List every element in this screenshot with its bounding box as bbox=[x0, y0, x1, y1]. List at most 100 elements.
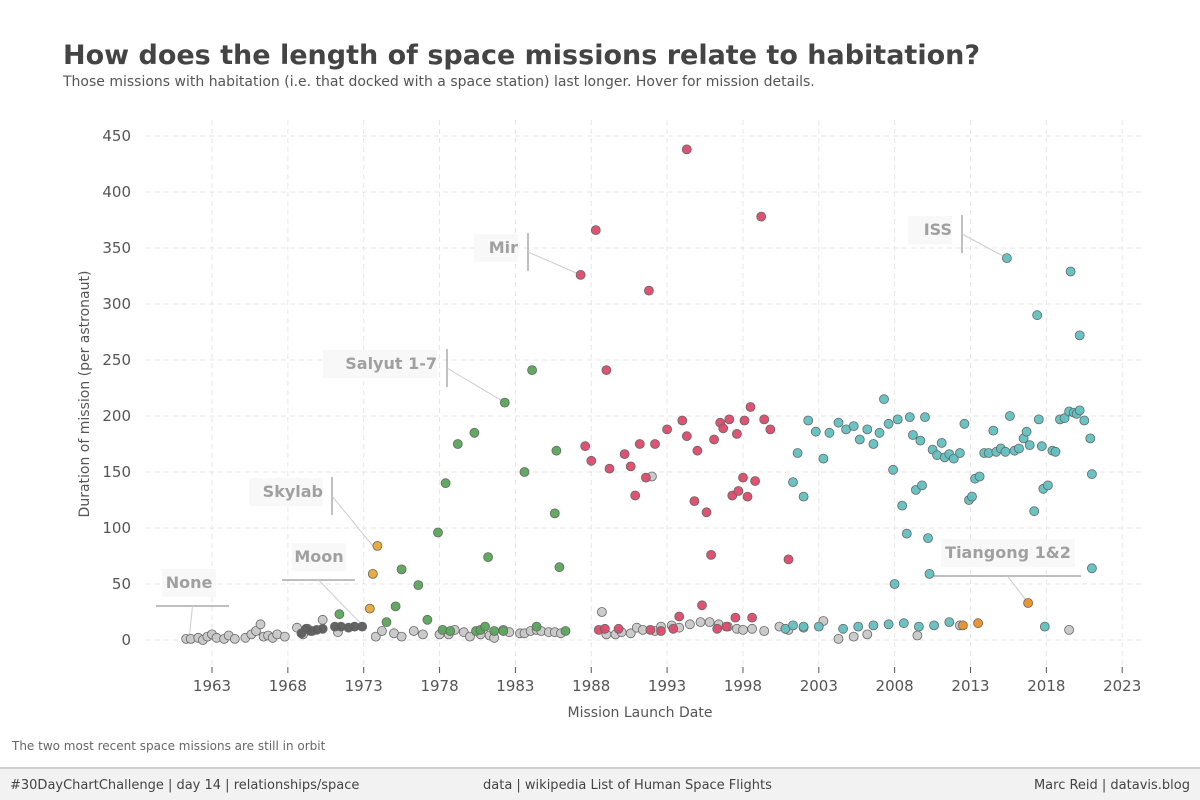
data-point bbox=[1043, 480, 1053, 491]
data-point bbox=[1064, 625, 1074, 635]
data-point bbox=[818, 453, 829, 464]
data-point bbox=[742, 491, 753, 502]
annotation-leader bbox=[331, 495, 374, 547]
data-point bbox=[920, 412, 930, 423]
annotation-label-bg bbox=[292, 543, 346, 571]
data-point bbox=[390, 601, 401, 612]
data-point bbox=[662, 424, 672, 435]
data-point bbox=[788, 620, 798, 631]
data-point bbox=[1085, 433, 1096, 444]
x-tick-label: 2008 bbox=[876, 677, 914, 695]
footer-challenge: #30DayChartChallenge | day 14 | relation… bbox=[10, 778, 360, 793]
data-point bbox=[498, 626, 509, 636]
annotation-iss: ISS bbox=[908, 215, 1008, 259]
x-tick-label: 2003 bbox=[800, 677, 838, 695]
data-point bbox=[883, 619, 894, 630]
data-point bbox=[973, 618, 983, 629]
x-tick-label: 1988 bbox=[572, 677, 610, 695]
data-point bbox=[381, 617, 392, 627]
data-points bbox=[181, 144, 1097, 645]
x-tick-label: 2018 bbox=[1027, 677, 1065, 695]
data-point bbox=[396, 564, 407, 575]
data-point bbox=[732, 428, 742, 439]
data-point bbox=[251, 626, 261, 636]
y-tick-label: 250 bbox=[102, 351, 131, 369]
data-point bbox=[709, 434, 719, 445]
data-point bbox=[988, 425, 999, 436]
data-point bbox=[967, 491, 977, 502]
y-tick-label: 300 bbox=[102, 295, 131, 313]
data-point bbox=[625, 461, 636, 472]
data-point bbox=[1002, 253, 1012, 264]
data-point bbox=[464, 631, 475, 642]
y-axis-label: Duration of mission (per astronaut) bbox=[77, 271, 93, 518]
series-iss bbox=[780, 253, 1097, 634]
data-point bbox=[677, 415, 688, 426]
data-point bbox=[824, 427, 835, 438]
data-point bbox=[668, 623, 679, 634]
data-point bbox=[738, 625, 748, 635]
series-salyut-1-7 bbox=[334, 365, 571, 636]
data-point bbox=[724, 414, 735, 425]
data-point bbox=[879, 394, 889, 405]
data-point bbox=[853, 621, 864, 632]
data-point bbox=[897, 500, 908, 511]
data-point bbox=[630, 490, 641, 501]
x-tick-label: 1983 bbox=[496, 677, 534, 695]
data-point bbox=[364, 603, 375, 614]
data-point bbox=[600, 623, 610, 634]
data-point bbox=[697, 600, 707, 611]
data-point bbox=[813, 621, 824, 632]
data-point bbox=[958, 620, 968, 631]
data-point bbox=[685, 619, 695, 630]
annotation-leader bbox=[318, 579, 365, 627]
data-point bbox=[888, 464, 898, 475]
footer-author[interactable]: Marc Reid | datavis.blog bbox=[1033, 778, 1190, 793]
data-point bbox=[417, 629, 428, 640]
data-point bbox=[718, 423, 729, 434]
data-point bbox=[898, 618, 909, 629]
footer-data-source[interactable]: data | wikipedia List of Human Space Fli… bbox=[483, 778, 772, 793]
data-point bbox=[590, 225, 601, 236]
data-point bbox=[798, 491, 809, 502]
data-point bbox=[750, 476, 760, 486]
data-point bbox=[499, 397, 510, 408]
data-point bbox=[936, 437, 947, 448]
series-mir bbox=[575, 144, 794, 636]
data-point bbox=[641, 472, 651, 483]
data-point bbox=[483, 552, 494, 562]
annotation-label: Tiangong 1&2 bbox=[945, 543, 1071, 562]
data-point bbox=[833, 417, 844, 428]
chart-subtitle: Those missions with habitation (i.e. tha… bbox=[63, 74, 815, 90]
data-point bbox=[792, 448, 803, 458]
data-point bbox=[554, 562, 565, 573]
data-point bbox=[413, 580, 424, 590]
data-point bbox=[597, 607, 607, 617]
data-point bbox=[645, 625, 656, 635]
data-point bbox=[1087, 563, 1097, 574]
data-point bbox=[1021, 426, 1032, 437]
data-point bbox=[759, 414, 770, 425]
data-point bbox=[580, 441, 591, 452]
data-point bbox=[955, 448, 965, 458]
data-point bbox=[1033, 414, 1044, 425]
y-tick-label: 150 bbox=[102, 463, 131, 481]
data-point bbox=[1059, 413, 1070, 424]
annotation-leader bbox=[188, 605, 193, 638]
data-point bbox=[1032, 310, 1043, 321]
annotation-skylab: Skylab bbox=[249, 477, 374, 547]
y-tick-label: 350 bbox=[102, 239, 131, 257]
annotation-label: Skylab bbox=[263, 482, 323, 501]
data-point bbox=[704, 617, 715, 627]
data-point bbox=[706, 550, 716, 560]
data-point bbox=[372, 541, 383, 551]
data-point bbox=[549, 508, 560, 519]
data-point bbox=[619, 449, 630, 460]
data-point bbox=[613, 623, 624, 634]
annotation-label-bg bbox=[941, 539, 1075, 567]
data-point bbox=[912, 630, 923, 641]
data-point bbox=[745, 402, 756, 412]
data-point bbox=[788, 477, 798, 488]
footnote: The two most recent space missions are s… bbox=[12, 739, 326, 753]
data-point bbox=[681, 431, 692, 442]
